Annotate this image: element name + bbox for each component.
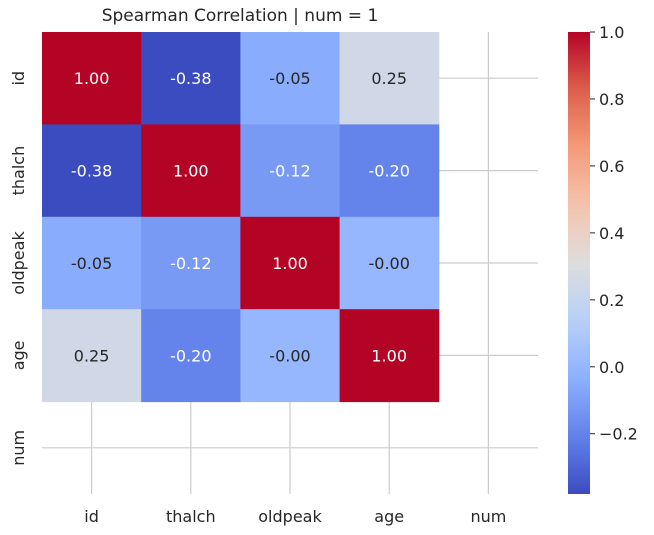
heatmap-cell bbox=[339, 216, 440, 310]
heatmap-cell bbox=[240, 124, 341, 218]
x-tick-label: oldpeak bbox=[258, 507, 322, 526]
y-tick-label: thalch bbox=[9, 146, 28, 196]
y-tick-label: id bbox=[9, 71, 28, 86]
cell-value-label: 0.25 bbox=[74, 346, 110, 365]
colorbar-tick-label: 0.0 bbox=[599, 358, 624, 377]
heatmap-cell bbox=[141, 216, 241, 310]
colorbar-gradient bbox=[568, 32, 590, 494]
heatmap-cell bbox=[141, 32, 241, 125]
heatmap-cell bbox=[141, 124, 241, 218]
cell-value-label: 0.25 bbox=[371, 69, 407, 88]
x-tick-labels: id thalch oldpeak age num bbox=[84, 507, 506, 526]
heatmap-cell bbox=[339, 309, 440, 403]
cell-value-label: -0.20 bbox=[170, 346, 211, 365]
colorbar-tick-label: 1.0 bbox=[599, 23, 624, 42]
y-tick-label: age bbox=[9, 340, 28, 370]
heatmap-cell bbox=[42, 32, 142, 125]
heatmap-cell bbox=[240, 216, 341, 310]
cell-value-label: -0.00 bbox=[269, 346, 310, 365]
colorbar-tick-label: 0.8 bbox=[599, 90, 624, 109]
chart-title: Spearman Correlation | num = 1 bbox=[101, 6, 379, 26]
x-tick-label: age bbox=[374, 507, 404, 526]
cell-value-label: -0.12 bbox=[269, 162, 310, 181]
cell-value-label: -0.00 bbox=[368, 254, 409, 273]
heatmap-cell bbox=[42, 309, 142, 403]
y-tick-label: oldpeak bbox=[9, 231, 28, 295]
x-tick-label: thalch bbox=[166, 507, 216, 526]
x-tick-label: num bbox=[470, 507, 506, 526]
y-tick-label: num bbox=[9, 430, 28, 466]
heatmap-cell bbox=[240, 309, 341, 403]
heatmap-cells bbox=[42, 32, 440, 403]
heatmap-cell bbox=[339, 32, 440, 125]
cell-value-label: -0.38 bbox=[71, 162, 112, 181]
cell-value-label: 1.00 bbox=[272, 254, 308, 273]
cell-value-label: 1.00 bbox=[74, 69, 110, 88]
heatmap-cell bbox=[141, 309, 241, 403]
cell-value-label: -0.38 bbox=[170, 69, 211, 88]
heatmap-cell bbox=[339, 124, 440, 218]
cell-value-label: 1.00 bbox=[173, 162, 209, 181]
cell-value-label: 1.00 bbox=[371, 346, 407, 365]
heatmap-cell bbox=[42, 216, 142, 310]
colorbar-tick-label: 0.6 bbox=[599, 157, 624, 176]
colorbar: 1.0 0.8 0.6 0.4 0.2 0.0 −0.2 bbox=[568, 23, 638, 494]
x-tick-label: id bbox=[84, 507, 99, 526]
heatmap-cell bbox=[42, 124, 142, 218]
cell-value-label: -0.05 bbox=[71, 254, 112, 273]
cell-value-label: -0.12 bbox=[170, 254, 211, 273]
heatmap-cell bbox=[240, 32, 341, 125]
colorbar-tick-label: 0.2 bbox=[599, 291, 624, 310]
colorbar-tick-label: −0.2 bbox=[599, 425, 638, 444]
cell-value-label: -0.05 bbox=[269, 69, 310, 88]
cell-value-label: -0.20 bbox=[368, 162, 409, 181]
colorbar-tick-label: 0.4 bbox=[599, 224, 624, 243]
cell-labels: 1.00 -0.38 -0.05 0.25 -0.38 1.00 -0.12 -0.20 -0.… bbox=[71, 69, 410, 365]
y-tick-labels: id thalch oldpeak age num bbox=[9, 71, 28, 466]
